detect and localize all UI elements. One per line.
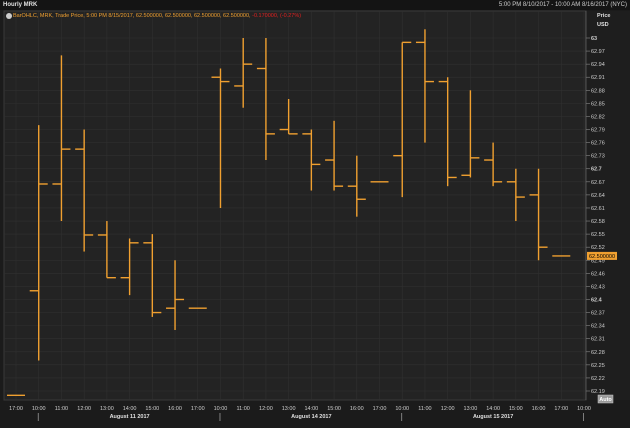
x-tick-label: 15:00 [145, 406, 159, 412]
y-tick-label: 62.43 [591, 284, 605, 290]
y-tick-label: 62.64 [591, 193, 605, 199]
x-tick-label: 12:00 [259, 406, 273, 412]
y-tick-label: 62.73 [591, 154, 605, 160]
x-tick-label: 14:00 [304, 406, 318, 412]
x-tick-label: 10:00 [214, 406, 228, 412]
legend-settings-icon[interactable] [6, 12, 12, 19]
ohlc-bar [347, 155, 366, 217]
ohlc-bar [302, 129, 321, 191]
y-tick-label: 62.52 [591, 245, 605, 251]
auto-scale-button[interactable] [597, 394, 614, 404]
y-tick-label: 62.46 [591, 271, 605, 277]
chart-title: Hourly MRK [3, 2, 38, 8]
ohlc-bar [484, 142, 503, 187]
x-tick-label: 16:00 [350, 406, 364, 412]
x-tick-label: 16:00 [532, 406, 546, 412]
price-axis-label: Price [597, 13, 611, 19]
x-tick-label: 10:00 [577, 406, 591, 412]
x-tick-label: 11:00 [237, 406, 250, 412]
ohlc-bar [29, 125, 48, 361]
ohlc-bar [325, 120, 344, 191]
y-tick-label: 62.76 [591, 141, 605, 147]
x-tick-label: 13:00 [282, 406, 296, 412]
x-tick-label: 14:00 [486, 406, 500, 412]
price-axis-title: Price USD [597, 12, 610, 30]
y-tick-label: 62.88 [591, 88, 605, 94]
y-tick-label: 62.25 [591, 363, 605, 369]
ohlc-bar [234, 38, 253, 108]
ohlc-bar [52, 55, 71, 222]
price-axis-unit: USD [597, 22, 609, 28]
y-tick-label: 63 [591, 36, 597, 42]
y-tick-label: 62.22 [591, 376, 605, 382]
legend[interactable]: BarOHLC, MRK, Trade Price, 5:00 PM 8/15/… [6, 12, 301, 20]
x-tick-label: 16:00 [168, 406, 182, 412]
x-tick-label: 13:00 [464, 406, 478, 412]
auto-scale-label[interactable]: Auto [599, 397, 612, 403]
date-range: 5:00 PM 8/10/2017 - 10:00 AM 8/16/2017 (… [498, 2, 627, 8]
y-tick-label: 62.67 [591, 180, 605, 186]
ohlc-bar [506, 168, 525, 222]
x-tick-label: 15:00 [327, 406, 341, 412]
x-tick-label: 17:00 [191, 406, 205, 412]
y-tick-label: 62.4 [591, 297, 603, 303]
ohlc-bar [438, 77, 457, 187]
ohlc-bar [166, 260, 185, 330]
y-tick-label: 62.82 [591, 114, 605, 120]
y-tick-label: 62.37 [591, 311, 605, 317]
y-tick-label: 62.7 [591, 167, 602, 173]
x-tick-label: 17:00 [554, 406, 568, 412]
last-price-tag [587, 251, 617, 260]
x-tick-label: 10:00 [395, 406, 409, 412]
ohlc-bar [279, 99, 298, 135]
ohlc-bar [529, 168, 548, 261]
ohlc-bar [211, 68, 230, 208]
y-tick-label: 62.19 [591, 389, 605, 395]
x-tick-label: 17:00 [9, 406, 23, 412]
legend-change: -0.170000, (-0.27%) [252, 13, 302, 19]
date-label: August 14 2017 [291, 414, 331, 420]
y-tick-label: 62.94 [591, 62, 605, 68]
y-tick-label: 62.91 [591, 75, 605, 81]
date-label: August 11 2017 [110, 414, 150, 420]
price-axis-area [586, 11, 630, 400]
x-tick-label: 10:00 [32, 406, 46, 412]
ohlc-bar [393, 41, 412, 198]
x-tick-label: 13:00 [100, 406, 114, 412]
ohlc-bar [461, 90, 480, 178]
date-label: August 15 2017 [473, 414, 513, 420]
y-tick-label: 62.97 [591, 49, 605, 55]
y-tick-label: 62.55 [591, 232, 605, 238]
ohlc-bar [256, 38, 275, 161]
ohlc-bar [415, 29, 434, 143]
title-bar: Hourly MRK 5:00 PM 8/10/2017 - 10:00 AM … [0, 0, 630, 10]
x-tick-label: 12:00 [441, 406, 455, 412]
x-tick-label: 17:00 [373, 406, 387, 412]
y-tick-label: 62.28 [591, 350, 605, 356]
y-tick-label: 62.85 [591, 101, 605, 107]
ohlc-bar [120, 238, 139, 296]
ohlc-bar [143, 234, 162, 317]
y-tick-label: 62.31 [591, 337, 605, 343]
y-tick-label: 62.49 [591, 258, 605, 264]
x-tick-label: 12:00 [77, 406, 91, 412]
plot-area [3, 10, 587, 401]
y-tick-label: 62.34 [591, 324, 605, 330]
y-tick-label: 62.61 [591, 206, 605, 212]
last-price-label: 62.500000 [589, 254, 615, 260]
x-tick-label: 15:00 [509, 406, 523, 412]
ohlc-bar [97, 221, 116, 279]
ohlc-bar [75, 129, 94, 252]
y-tick-label: 62.79 [591, 128, 605, 134]
x-tick-label: 11:00 [55, 406, 68, 412]
x-tick-label: 11:00 [418, 406, 431, 412]
x-tick-label: 14:00 [123, 406, 137, 412]
legend-text: BarOHLC, MRK, Trade Price, 5:00 PM 8/15/… [13, 13, 251, 19]
y-tick-label: 62.58 [591, 219, 605, 225]
